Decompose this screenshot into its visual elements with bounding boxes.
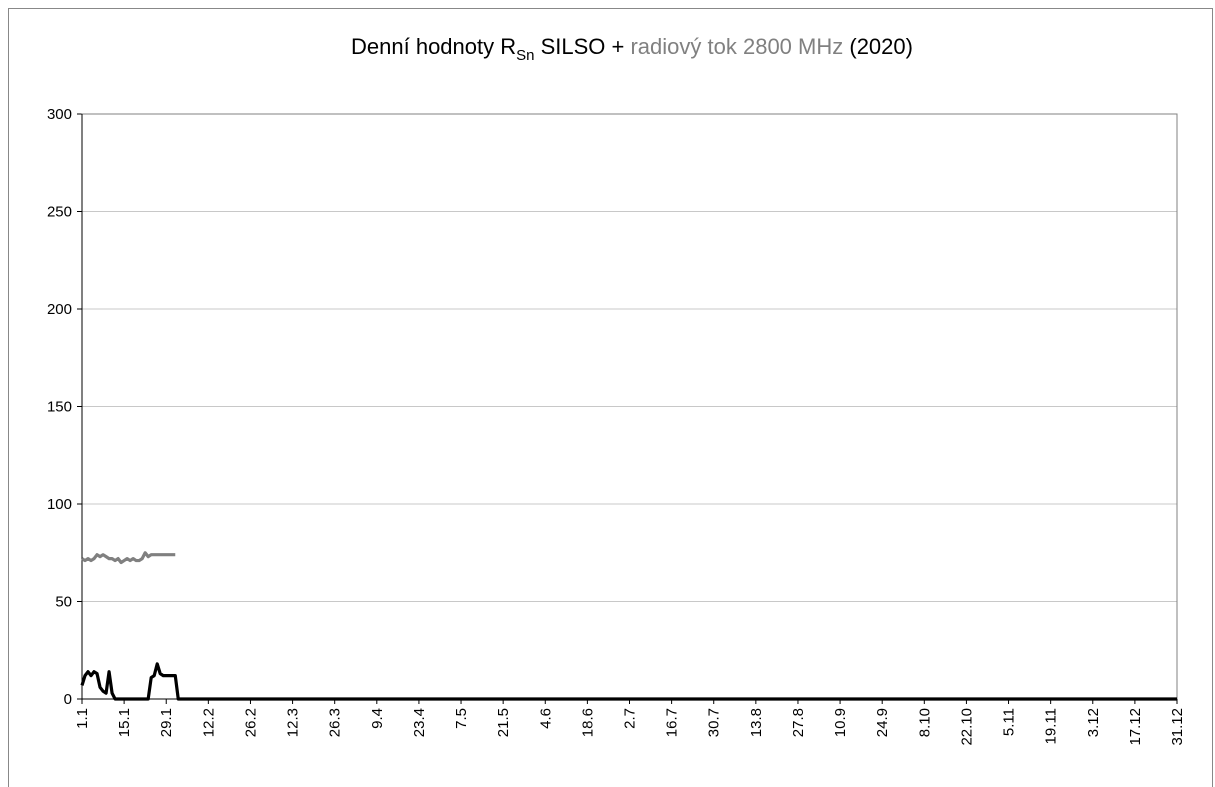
x-tick-label: 12.3 bbox=[285, 708, 302, 737]
x-tick-label: 7.5 bbox=[453, 708, 470, 729]
x-tick-label: 23.4 bbox=[411, 708, 428, 737]
title-part: Denní hodnoty R bbox=[351, 34, 516, 59]
x-tick-label: 24.9 bbox=[874, 708, 891, 737]
x-tick-label: 12.2 bbox=[200, 708, 217, 737]
x-tick-label: 18.6 bbox=[579, 708, 596, 737]
title-part: SILSO + bbox=[534, 34, 630, 59]
x-tick-label: 4.6 bbox=[537, 708, 554, 729]
y-tick-label: 150 bbox=[47, 399, 72, 416]
title-subscript: Sn bbox=[516, 47, 534, 64]
x-tick-label: 22.10 bbox=[958, 708, 975, 746]
x-tick-label: 2.7 bbox=[622, 708, 639, 729]
y-tick-label: 50 bbox=[55, 594, 72, 611]
x-tick-label: 8.10 bbox=[916, 708, 933, 737]
x-tick-label: 27.8 bbox=[790, 708, 807, 737]
x-tick-label: 15.1 bbox=[116, 708, 133, 737]
x-tick-label: 1.1 bbox=[74, 708, 91, 729]
x-tick-label: 3.12 bbox=[1085, 708, 1102, 737]
series-line bbox=[80, 662, 1177, 701]
y-tick-label: 0 bbox=[64, 691, 72, 708]
x-tick-label: 13.8 bbox=[748, 708, 765, 737]
x-tick-label: 16.7 bbox=[664, 708, 681, 737]
y-tick-label: 100 bbox=[47, 496, 72, 513]
x-tick-label: 19.11 bbox=[1043, 708, 1060, 744]
y-tick-label: 250 bbox=[47, 204, 72, 221]
series-line bbox=[81, 551, 176, 565]
chart-title: Denní hodnoty RSn SILSO + radiový tok 28… bbox=[351, 34, 913, 64]
x-tick-label: 9.4 bbox=[369, 708, 386, 729]
x-tick-label: 30.7 bbox=[706, 708, 723, 737]
x-tick-label: 17.12 bbox=[1127, 708, 1144, 746]
x-tick-label: 26.3 bbox=[327, 708, 344, 737]
x-tick-label: 29.1 bbox=[158, 708, 175, 737]
x-tick-label: 26.2 bbox=[242, 708, 259, 737]
x-tick-label: 21.5 bbox=[495, 708, 512, 737]
title-part: (2020) bbox=[843, 34, 913, 59]
x-tick-label: 10.9 bbox=[832, 708, 849, 737]
y-tick-label: 200 bbox=[47, 301, 72, 318]
x-tick-label: 31.12 bbox=[1169, 708, 1186, 746]
title-highlight: radiový tok 2800 MHz bbox=[630, 34, 843, 59]
x-tick-label: 5.11 bbox=[1001, 708, 1018, 736]
y-tick-label: 300 bbox=[47, 106, 72, 123]
